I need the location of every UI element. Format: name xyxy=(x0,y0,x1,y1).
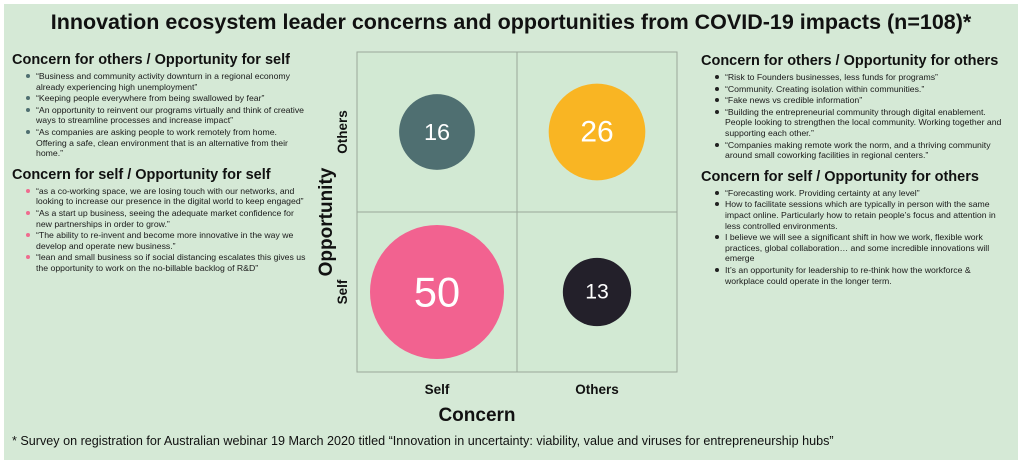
slide: Innovation ecosystem leader concerns and… xyxy=(4,4,1018,460)
quote-item: I believe we will see a significant shif… xyxy=(701,232,1006,264)
quote-item: “Building the entrepreneurial community … xyxy=(701,107,1006,139)
bullet-icon xyxy=(26,233,30,238)
data-label: 16 xyxy=(424,119,450,145)
quote-item: It’s an opportunity for leadership to re… xyxy=(701,265,1006,286)
quadrant-chart-svg: 26 16 50 13 Self Others Self Others Concern Oppor… xyxy=(316,51,678,426)
quote-item: How to facilitate sessions which are typ… xyxy=(701,199,1006,231)
data-label: 26 xyxy=(580,116,613,149)
bullet-icon xyxy=(715,109,719,114)
section-heading: Concern for others / Opportunity for oth… xyxy=(701,53,999,69)
bullet-icon xyxy=(715,190,719,195)
section-heading: Concern for self / Opportunity for other… xyxy=(701,168,979,185)
data-label: 50 xyxy=(414,269,460,316)
bullet-icon xyxy=(26,129,30,134)
footnote: * Survey on registration for Australian … xyxy=(12,434,834,448)
bullet-icon xyxy=(26,255,30,260)
quote-item: “Community. Creating isolation within co… xyxy=(701,84,1006,95)
bullet-icon xyxy=(26,74,30,78)
quote-item: “as a co-working space, we are losing to… xyxy=(12,186,308,207)
section-heading: Concern for others / Opportunity for sel… xyxy=(12,52,290,68)
quote-list: “Risk to Founders businesses, less funds… xyxy=(701,72,1006,161)
data-bubble xyxy=(370,225,504,359)
x-tick-label: Others xyxy=(575,382,619,397)
quote-item: “lean and small business so if social di… xyxy=(12,252,308,273)
x-tick-label: Self xyxy=(425,382,450,397)
section-heading: Concern for self / Opportunity for self xyxy=(12,166,271,183)
quote-list: “Business and community activity downtur… xyxy=(12,71,308,159)
quote-item: “Risk to Founders businesses, less funds… xyxy=(701,72,1006,83)
x-axis-title: Concern xyxy=(438,405,515,424)
data-bubble xyxy=(562,257,632,327)
quote-item: “As companies are asking people to work … xyxy=(12,127,308,159)
right-panel: Concern for others / Opportunity for oth… xyxy=(701,53,1006,294)
quote-item: “Business and community activity downtur… xyxy=(12,71,308,92)
bullet-icon xyxy=(26,96,30,101)
bullet-icon xyxy=(715,235,719,240)
data-bubble xyxy=(399,94,475,170)
bullet-icon xyxy=(26,188,30,193)
bullet-icon xyxy=(715,142,719,147)
quote-item: “Fake news vs credible information” xyxy=(701,95,1006,106)
y-tick-label: Others xyxy=(335,110,350,154)
quote-item: “An opportunity to reinvent our programs… xyxy=(12,105,308,126)
bullet-icon xyxy=(715,98,719,103)
quadrant-chart: 26 16 50 13 Self Others Self Others Concern Oppor… xyxy=(304,44,704,426)
quote-list: “as a co-working space, we are losing to… xyxy=(12,186,308,274)
y-axis-title: Opportunity xyxy=(316,167,337,276)
quote-list: “Forecasting work. Providing certainty a… xyxy=(701,188,1006,286)
bullet-icon xyxy=(715,267,719,272)
bullet-icon xyxy=(26,107,30,112)
quote-item: “Forecasting work. Providing certainty a… xyxy=(701,188,1006,199)
quote-item: “Companies making remote work the norm, … xyxy=(701,140,1006,161)
data-label: 13 xyxy=(585,281,609,304)
data-bubble xyxy=(548,83,646,181)
left-panel: Concern for others / Opportunity for sel… xyxy=(12,52,308,282)
bullet-icon xyxy=(26,210,30,215)
quote-item: “The ability to re-invent and become mor… xyxy=(12,230,308,251)
bullet-icon xyxy=(715,86,719,91)
y-tick-label: Self xyxy=(335,279,350,304)
quote-item: “Keeping people everywhere from being sw… xyxy=(12,93,308,104)
quote-item: “As a start up business, seeing the adeq… xyxy=(12,208,308,229)
page-title: Innovation ecosystem leader concerns and… xyxy=(50,10,972,34)
bullet-icon xyxy=(715,75,719,79)
bullet-icon xyxy=(715,202,719,207)
